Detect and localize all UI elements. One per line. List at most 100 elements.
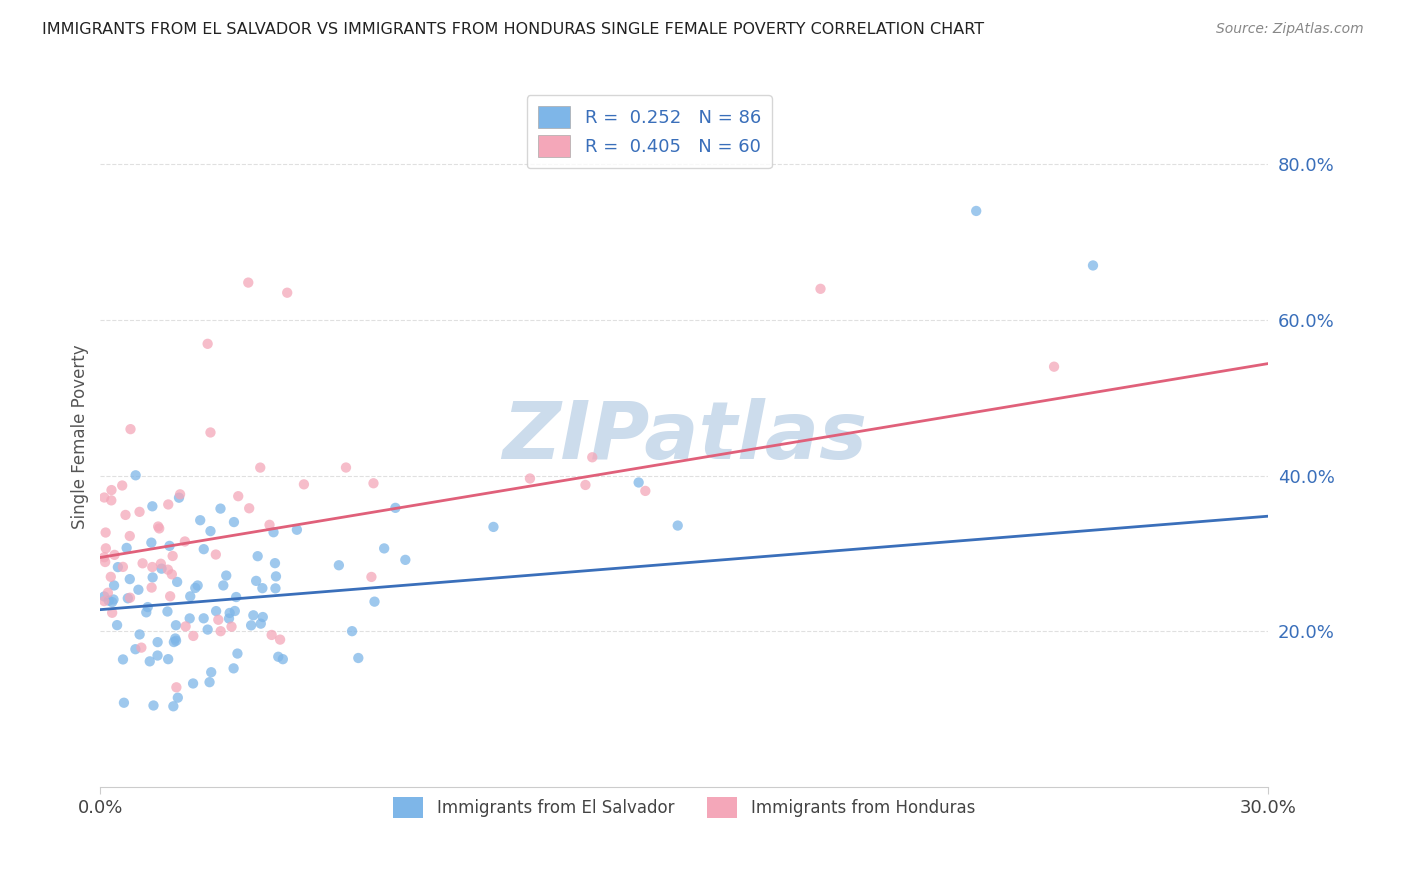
Point <box>128 627 150 641</box>
Point <box>94 555 117 569</box>
Point <box>103 548 125 562</box>
Text: IMMIGRANTS FROM EL SALVADOR VS IMMIGRANTS FROM HONDURAS SINGLE FEMALE POVERTY CO: IMMIGRANTS FROM EL SALVADOR VS IMMIGRANT… <box>42 22 984 37</box>
Point <box>218 606 240 620</box>
Point <box>118 572 141 586</box>
Point <box>128 505 150 519</box>
Point <box>328 558 350 573</box>
Point <box>259 517 281 532</box>
Point <box>271 652 294 666</box>
Point <box>200 524 222 538</box>
Point <box>188 513 211 527</box>
Point <box>150 562 173 576</box>
Point <box>181 676 204 690</box>
Point <box>131 640 153 655</box>
Point <box>146 635 169 649</box>
Point <box>135 605 157 619</box>
Point <box>160 567 183 582</box>
Point <box>93 491 115 505</box>
Point <box>124 468 146 483</box>
Point <box>264 582 287 596</box>
Point <box>269 632 291 647</box>
Point <box>1043 359 1066 374</box>
Point <box>118 529 141 543</box>
Point <box>264 569 287 583</box>
Point <box>627 475 650 490</box>
Point <box>810 282 832 296</box>
Point <box>276 285 298 300</box>
Point <box>574 478 596 492</box>
Point <box>157 498 180 512</box>
Point <box>222 661 245 675</box>
Point <box>165 633 187 648</box>
Point <box>197 623 219 637</box>
Point <box>166 574 188 589</box>
Y-axis label: Single Female Poverty: Single Female Poverty <box>72 344 89 529</box>
Point <box>174 619 197 633</box>
Point <box>149 557 172 571</box>
Point <box>340 624 363 639</box>
Point <box>146 519 169 533</box>
Point <box>285 523 308 537</box>
Point <box>249 616 271 631</box>
Point <box>200 425 222 440</box>
Point <box>100 570 122 584</box>
Point <box>93 590 115 604</box>
Point <box>117 591 139 606</box>
Point <box>225 590 247 604</box>
Point <box>246 549 269 564</box>
Point <box>162 549 184 563</box>
Point <box>1081 259 1104 273</box>
Point <box>115 541 138 555</box>
Point <box>187 578 209 592</box>
Point <box>97 586 120 600</box>
Point <box>360 570 382 584</box>
Point <box>222 515 245 529</box>
Point <box>120 422 142 436</box>
Point <box>260 628 283 642</box>
Point <box>363 476 385 491</box>
Point <box>159 539 181 553</box>
Point <box>581 450 603 465</box>
Point <box>157 652 180 666</box>
Point <box>97 593 120 607</box>
Point <box>103 592 125 607</box>
Point <box>131 557 153 571</box>
Point <box>156 563 179 577</box>
Point <box>242 608 264 623</box>
Point <box>169 487 191 501</box>
Point <box>373 541 395 556</box>
Point <box>209 624 232 639</box>
Point <box>198 675 221 690</box>
Point <box>141 500 163 514</box>
Point <box>238 501 260 516</box>
Point <box>205 548 228 562</box>
Point <box>111 652 134 666</box>
Point <box>215 568 238 582</box>
Point <box>965 203 987 218</box>
Point <box>111 478 134 492</box>
Point <box>226 647 249 661</box>
Point <box>519 471 541 485</box>
Point <box>335 460 357 475</box>
Point <box>100 493 122 508</box>
Point <box>165 681 187 695</box>
Point <box>666 518 689 533</box>
Point <box>162 699 184 714</box>
Point <box>221 620 243 634</box>
Point <box>142 698 165 713</box>
Point <box>112 696 135 710</box>
Point <box>209 501 232 516</box>
Point <box>148 521 170 535</box>
Point <box>141 535 163 549</box>
Legend: Immigrants from El Salvador, Immigrants from Honduras: Immigrants from El Salvador, Immigrants … <box>387 790 981 824</box>
Point <box>136 600 159 615</box>
Point <box>101 595 124 609</box>
Point <box>197 336 219 351</box>
Point <box>93 594 115 608</box>
Point <box>100 483 122 497</box>
Point <box>193 611 215 625</box>
Point <box>240 618 263 632</box>
Point <box>167 491 190 505</box>
Point <box>384 500 406 515</box>
Point <box>245 574 267 588</box>
